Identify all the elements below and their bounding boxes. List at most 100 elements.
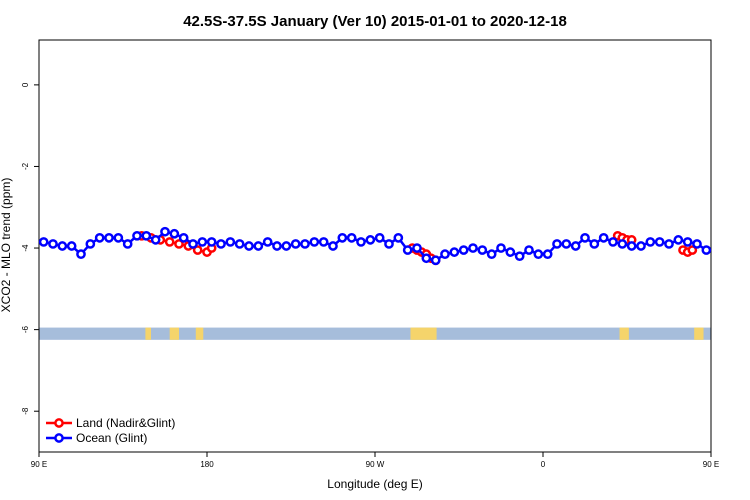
ocean-point [608,237,618,247]
ocean-point [300,239,310,249]
ocean-point [57,241,68,251]
ocean-point [216,239,226,249]
x-tick-label: 90 E [703,460,719,469]
ocean-point [598,232,609,243]
ocean-point [197,237,208,247]
ocean-point [570,241,581,251]
ocean-point [76,249,86,260]
ocean-point [626,241,637,251]
legend-marker [54,418,64,428]
land-mask-span [619,327,629,340]
land-point [192,245,203,255]
ocean-point [617,239,628,249]
ocean-point [272,241,282,251]
y-tick-label: -4 [21,244,30,252]
ocean-point [524,245,534,255]
ocean-point [533,249,544,260]
ocean-point [421,253,432,264]
ocean-point [514,251,525,262]
plot-area: 90 E 180 90 W 0 90 E 0 -2 -4 -6 -8 [21,39,719,469]
ocean-point [496,243,506,253]
chart-title: 42.5S-37.5S January (Ver 10) 2015-01-01 … [183,13,567,30]
land-mask-span [145,327,151,340]
ocean-point [542,249,553,260]
ocean-point [337,232,348,243]
y-tick-label: 0 [21,82,30,87]
land-point [687,245,698,255]
ocean-point [477,245,488,255]
y-tick-label: -2 [21,162,30,170]
plot-frame [38,39,712,453]
ocean-point [402,245,413,255]
ocean-point [701,245,712,255]
x-tick-label: 90 E [31,460,47,469]
ocean-point [253,241,264,251]
ocean-point [262,237,273,247]
ocean-point [328,241,338,251]
ocean-point [244,241,254,251]
land-mask-span [694,327,704,340]
ocean-point [38,237,49,247]
ocean-point [113,232,124,243]
ocean-point [505,247,516,257]
ocean-point [318,237,329,247]
ocean-point [580,232,590,243]
ocean-point [412,243,422,253]
legend-label: Land (Nadir&Glint) [76,416,175,430]
ocean-mask-strip [39,327,711,340]
ocean-point [561,239,572,249]
ocean-point [122,239,133,249]
ocean-point [393,232,404,243]
ocean-point [440,249,450,260]
ocean-point [384,239,394,249]
land-point [174,239,184,249]
ocean-point [468,243,478,253]
ocean-point [589,239,600,249]
ocean-point [281,241,292,251]
ocean-point [169,228,180,239]
ocean-point [458,245,469,255]
ocean-point [141,230,152,241]
legend-marker [54,433,64,443]
land-mask-span [169,327,179,340]
legend-label: Ocean (Glint) [76,431,147,445]
ocean-point [160,226,170,237]
y-tick-label: -6 [21,326,30,334]
ocean-point [486,249,497,260]
land-mask-span [195,327,204,340]
ocean-point [290,239,301,249]
ocean-point [449,247,460,257]
ocean-point [664,239,674,249]
ocean-point [645,237,656,247]
land-point [164,237,175,247]
ocean-point [356,237,366,247]
ocean-point [365,235,376,245]
x-tick-label: 0 [541,460,546,469]
ocean-point [150,235,161,245]
ocean-point [132,230,142,241]
ocean-point [430,255,441,266]
ocean-point [104,232,114,243]
ocean-point [654,237,665,247]
ocean-point [85,239,96,249]
x-tick-label: 180 [200,460,214,469]
ocean-point [309,237,320,247]
ocean-point [636,241,646,251]
ocean-point [552,239,562,249]
ocean-point [692,239,702,249]
land-mask-span [410,327,437,340]
ocean-point [48,239,58,249]
ocean-point [66,241,77,251]
ocean-point [188,239,198,249]
ocean-point [374,232,385,243]
ocean-point [673,235,684,245]
ocean-point [234,239,245,249]
legend: Land (Nadir&Glint)Ocean (Glint) [46,416,175,445]
ocean-point [206,237,217,247]
ocean-point [225,237,236,247]
x-tick-label: 90 W [366,460,385,469]
y-axis-label: XCO2 - MLO trend (ppm) [0,178,13,313]
ocean-point [94,232,105,243]
ocean-point [682,237,693,247]
